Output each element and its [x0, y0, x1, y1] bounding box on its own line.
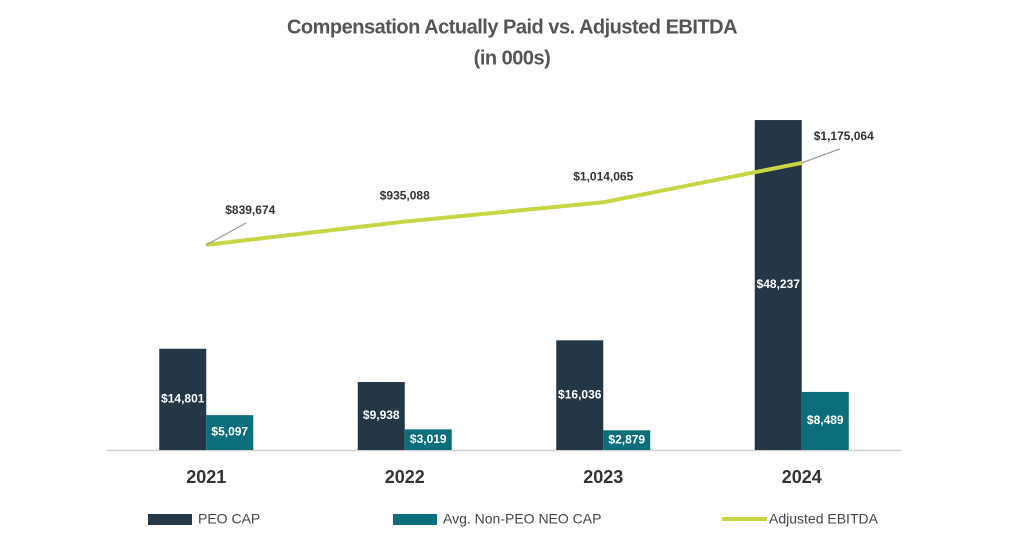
leader-line: [205, 222, 247, 246]
bar-value-label: $3,019: [410, 432, 447, 446]
legend-label: PEO CAP: [198, 511, 260, 527]
x-tick-label: 2021: [186, 467, 226, 487]
legend-label: Adjusted EBITDA: [769, 511, 879, 527]
bar: [801, 391, 849, 450]
bar: [603, 430, 651, 450]
bar-value-label: $2,879: [608, 432, 645, 446]
legend-label: Avg. Non-PEO NEO CAP: [443, 511, 601, 527]
x-tick-label: 2022: [385, 467, 425, 487]
bar: [159, 348, 207, 450]
line-value-label: $1,014,065: [573, 169, 633, 183]
bar-value-label: $8,489: [807, 413, 844, 427]
bar-value-label: $5,097: [211, 425, 248, 439]
x-tick-label: 2023: [583, 467, 623, 487]
line-value-label: $935,088: [380, 189, 430, 203]
line: [206, 160, 803, 247]
chart-title: Compensation Actually Paid vs. Adjusted …: [287, 16, 737, 38]
bar: [754, 120, 802, 450]
bar-value-label: $9,938: [363, 408, 400, 422]
leader-line: [801, 148, 840, 164]
chart-subtitle: (in 000s): [474, 47, 551, 69]
bar-value-label: $14,801: [161, 392, 205, 406]
x-tick-label: 2024: [782, 467, 822, 487]
bar: [206, 415, 254, 450]
bar: [357, 382, 405, 450]
legend-swatch: [148, 514, 192, 525]
bar-value-label: $48,237: [757, 277, 801, 291]
line-value-label: $1,175,064: [814, 129, 874, 143]
bar-value-label: $16,036: [558, 387, 602, 401]
bar: [404, 429, 452, 450]
line-value-label: $839,674: [225, 203, 275, 217]
bar: [556, 340, 604, 450]
legend-swatch: [393, 514, 437, 525]
